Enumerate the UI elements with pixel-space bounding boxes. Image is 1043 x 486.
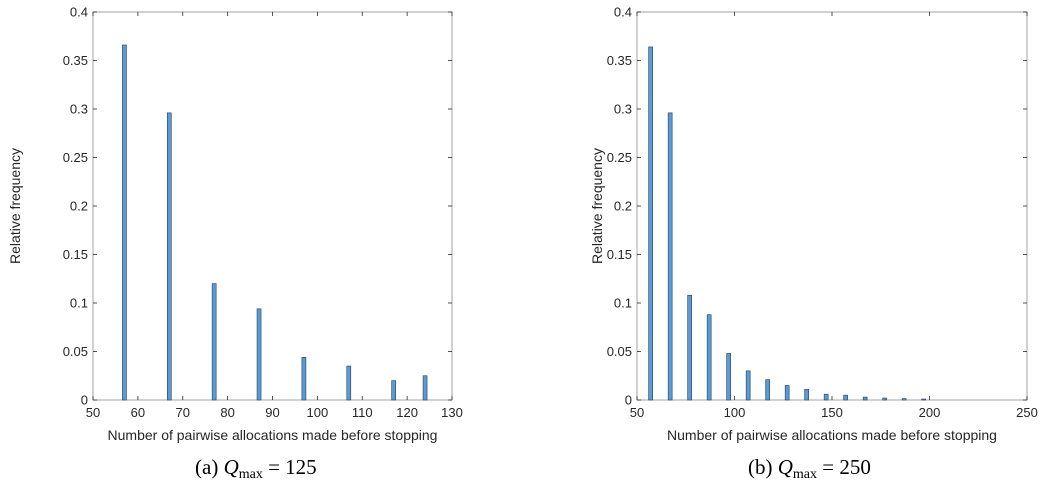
y-tick-label: 0 xyxy=(625,393,632,408)
bar-117 xyxy=(391,380,396,401)
x-tick-label: 100 xyxy=(307,405,329,420)
x-tick-label: 70 xyxy=(176,405,190,420)
x-tick-label: 110 xyxy=(352,405,373,420)
bar-67 xyxy=(667,112,673,401)
y-tick-label: 0.05 xyxy=(63,344,88,359)
bar-127 xyxy=(784,385,790,401)
y-tick-label: 0.15 xyxy=(607,247,632,262)
y-axis-label: Relative frequency xyxy=(589,148,605,264)
subfigure-caption: (a) Qmax = 125 xyxy=(195,455,317,482)
y-tick-label: 0.35 xyxy=(63,53,88,68)
bar-107 xyxy=(745,370,751,401)
chart-b: 0 0.05 0.1 0.15 0.2 0.25 0.3 0.35 0.4 50 100 150 200… xyxy=(589,5,1038,483)
y-tick-label: 0.1 xyxy=(70,296,88,311)
x-tick-label: 200 xyxy=(919,405,941,420)
bar-77 xyxy=(211,283,217,401)
bar-97 xyxy=(301,357,307,401)
x-tick-label: 50 xyxy=(86,405,100,420)
y-axis-label: Relative frequency xyxy=(7,148,23,264)
y-tick-label: 0.3 xyxy=(70,102,88,117)
bar-87 xyxy=(256,308,262,401)
x-axis-label: Number of pairwise allocations made befo… xyxy=(667,427,997,443)
y-tick-label: 0.1 xyxy=(614,296,632,311)
bar-77 xyxy=(687,294,692,401)
x-tick-label: 250 xyxy=(1016,405,1038,420)
plot-frame xyxy=(636,11,1028,401)
y-tick-label: 0.2 xyxy=(70,199,88,214)
bar-147 xyxy=(823,393,829,401)
x-tick-label: 120 xyxy=(396,405,418,420)
bar-117 xyxy=(765,379,770,401)
bar-187 xyxy=(901,398,907,401)
y-tick-label: 0.35 xyxy=(607,53,632,68)
x-tick-label: 80 xyxy=(220,405,234,420)
x-tick-label: 60 xyxy=(131,405,145,420)
bar-97 xyxy=(726,353,731,401)
bar-57 xyxy=(122,44,127,401)
y-tick-label: 0.25 xyxy=(607,150,632,165)
y-tick-label: 0.4 xyxy=(614,5,632,20)
bar-177 xyxy=(882,397,887,401)
x-tick-label: 130 xyxy=(441,405,463,420)
bar-87 xyxy=(706,314,712,401)
bar-67 xyxy=(166,112,172,401)
bar-107 xyxy=(346,365,352,401)
bar-57 xyxy=(648,46,653,401)
bar-167 xyxy=(862,396,868,401)
x-tick-label: 90 xyxy=(265,405,279,420)
bar-124 xyxy=(422,375,428,401)
chart-a: 0 0.05 0.1 0.15 0.2 0.25 0.3 0.35 0.4 50 60 70 80 90 1… xyxy=(7,5,463,483)
x-tick-label: 100 xyxy=(724,405,746,420)
y-tick-label: 0.2 xyxy=(614,199,632,214)
subfigure-caption: (b) Qmax = 250 xyxy=(748,455,871,482)
x-tick-label: 50 xyxy=(630,405,644,420)
bar-197 xyxy=(921,398,926,401)
x-tick-label: 150 xyxy=(821,405,843,420)
bar-137 xyxy=(804,389,809,401)
plot-frame xyxy=(92,11,453,401)
bar-157 xyxy=(843,394,848,401)
y-tick-label: 0.3 xyxy=(614,102,632,117)
y-tick-label: 0 xyxy=(81,393,88,408)
y-tick-label: 0.05 xyxy=(607,344,632,359)
x-axis-label: Number of pairwise allocations made befo… xyxy=(108,427,438,443)
y-tick-label: 0.4 xyxy=(70,5,88,20)
y-tick-label: 0.15 xyxy=(63,247,88,262)
y-tick-label: 0.25 xyxy=(63,150,88,165)
